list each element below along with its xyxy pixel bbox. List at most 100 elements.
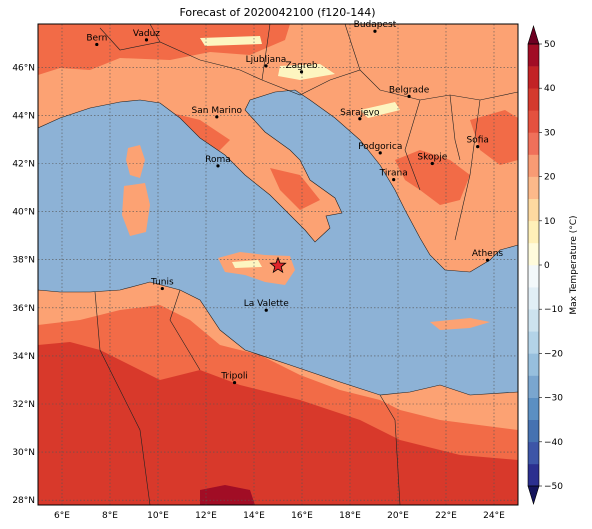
land-hot-zone-italy — [270, 168, 320, 210]
lat-tick-label: 32°N — [12, 400, 35, 410]
colorbar-segment — [528, 44, 539, 67]
city-label: Tunis — [150, 278, 174, 288]
city-label: Athens — [472, 249, 503, 259]
lon-tick-label: 24°E — [483, 511, 505, 521]
lat-tick-label: 36°N — [12, 304, 35, 314]
colorbar-segment — [528, 375, 539, 398]
lat-tick-label: 28°N — [12, 496, 35, 506]
desert-zone — [38, 342, 518, 505]
island-corsica — [126, 145, 145, 178]
colorbar-segment — [528, 353, 539, 376]
island-sardinia — [122, 183, 150, 236]
colorbar-segment — [528, 419, 539, 443]
colorbar-label: Max Temperature (°C) — [569, 215, 579, 314]
city-label: Budapest — [354, 20, 397, 30]
island-crete — [430, 318, 490, 330]
colorbar-extend-max — [527, 24, 540, 45]
city-marker — [160, 286, 164, 291]
highland-zone — [200, 36, 262, 46]
city-label: Sarajevo — [340, 108, 380, 118]
lon-tick-label: 8°E — [102, 511, 118, 521]
colorbar-tick-label: −30 — [544, 394, 563, 404]
lon-tick-label: 18°E — [339, 511, 361, 521]
city-label: Ljubljana — [246, 55, 287, 65]
city-marker — [378, 151, 382, 155]
colorbar-segment — [528, 66, 539, 89]
colorbar-tick-label: −10 — [544, 305, 563, 315]
map-frame — [37, 23, 519, 506]
colorbar-segment — [528, 309, 539, 332]
highland-zone — [232, 260, 262, 268]
highland-zone — [278, 64, 335, 80]
lat-tick-label: 38°N — [12, 256, 35, 266]
city-marker — [407, 94, 411, 98]
city-marker — [476, 145, 480, 149]
lon-tick-label: 22°E — [435, 511, 457, 521]
colorbar-segment — [528, 463, 539, 487]
colorbar-tick-label: 20 — [544, 173, 556, 183]
colorbar-tick-label: −20 — [544, 349, 563, 359]
city-marker — [264, 308, 268, 312]
colorbar-tick-label: 40 — [544, 84, 556, 94]
land-hot-zone-north — [38, 24, 290, 75]
map-title: Forecast of 2020042100 (f120-144) — [179, 6, 376, 19]
highland-zone — [360, 102, 400, 118]
colorbar-segment — [528, 198, 539, 222]
city-label: Tirana — [379, 169, 408, 179]
lat-tick-label: 44°N — [12, 111, 35, 121]
city-marker — [485, 258, 490, 262]
colorbar-extend-min — [527, 485, 540, 506]
island-sicily — [218, 252, 295, 285]
city-label: Podgorica — [358, 142, 402, 152]
colorbar-tick-label: −40 — [544, 438, 563, 448]
colorbar-segment — [528, 132, 539, 155]
colorbar-tick-label: 30 — [544, 128, 556, 138]
axis-labels: 6°E 8°E 10°E 12°E 14°E 16°E 18°E 20°E 22°E 24°E 46… — [12, 63, 505, 521]
lat-tick-label: 30°N — [12, 448, 35, 458]
city-marker — [299, 70, 304, 74]
city-label: Roma — [205, 155, 231, 165]
colorbar-segment — [528, 154, 539, 177]
city-label: La Valette — [244, 299, 289, 309]
city-marker — [215, 115, 219, 119]
city-marker — [373, 29, 377, 33]
lon-tick-label: 12°E — [195, 511, 217, 521]
lat-tick-label: 34°N — [12, 352, 35, 362]
lat-tick-label: 40°N — [12, 208, 35, 218]
colorbar-segment — [528, 397, 539, 420]
colorbar-segment — [528, 110, 539, 133]
city-marker — [358, 117, 362, 121]
lon-tick-label: 10°E — [147, 511, 169, 521]
city-marker — [216, 164, 220, 168]
lon-tick-label: 14°E — [243, 511, 265, 521]
city-marker — [95, 42, 99, 47]
city-label: San Marino — [192, 106, 243, 116]
city-marker — [264, 64, 268, 68]
colorbar-tick-label: 10 — [544, 217, 556, 227]
colorbar-tick-label: 0 — [544, 261, 550, 271]
colorbar-segment — [528, 331, 539, 354]
city-label: Belgrade — [389, 85, 430, 95]
city-label: Vaduz — [133, 29, 160, 39]
colorbar-segment — [528, 242, 539, 266]
colorbar-tick-label: −50 — [544, 482, 563, 492]
city-marker — [430, 161, 434, 166]
colorbar-segment — [528, 220, 539, 244]
coastline — [38, 89, 518, 396]
country-borders — [94, 24, 518, 505]
city-label: Bern — [86, 33, 107, 43]
graticule — [38, 24, 518, 505]
lat-tick-label: 46°N — [12, 63, 35, 73]
city-marker — [392, 178, 396, 182]
lat-tick-label: 42°N — [12, 159, 35, 169]
lon-tick-label: 20°E — [387, 511, 409, 521]
lon-tick-label: 6°E — [54, 511, 70, 521]
colorbar-segment — [528, 441, 539, 465]
colorbar-segment — [528, 88, 539, 111]
star-icon — [269, 256, 287, 274]
colorbar-segment — [528, 265, 539, 288]
city-label: Skopje — [417, 152, 447, 162]
city-marker — [144, 38, 149, 42]
